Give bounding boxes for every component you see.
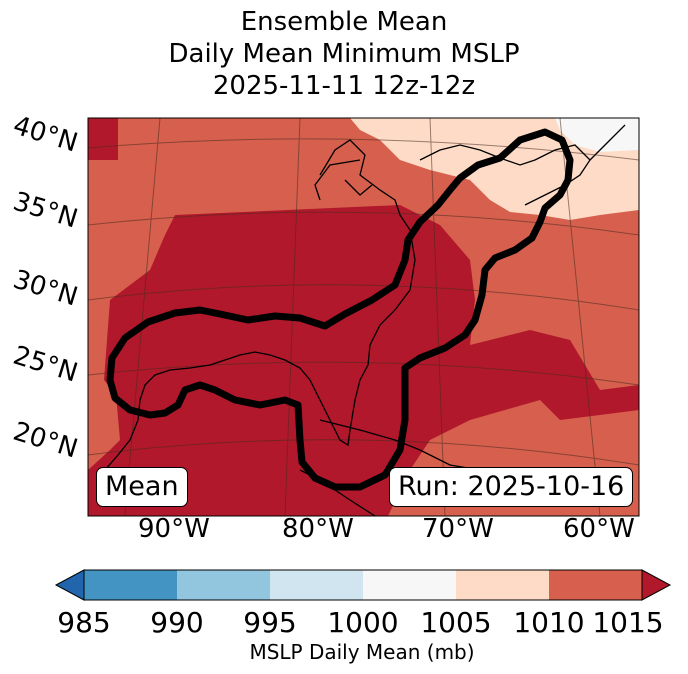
colorbar-bin-985-990	[84, 570, 177, 600]
lon-label-60w: 60°W	[563, 514, 635, 544]
title-line-2: Daily Mean Minimum MSLP	[168, 39, 520, 69]
colorbar-tick-995: 995	[243, 606, 297, 639]
lon-label-70w: 70°W	[422, 514, 494, 544]
lon-label-90w: 90°W	[138, 514, 210, 544]
colorbar-tick-985: 985	[57, 606, 111, 639]
colorbar-bin-1010-1015	[549, 570, 642, 600]
colorbar-bin-1000-1005	[363, 570, 456, 600]
graticule	[87, 117, 640, 517]
mean-box: Mean	[96, 467, 188, 507]
colorbar-tick-1000: 1000	[327, 606, 399, 639]
colorbar-tick-1015: 1015	[592, 606, 664, 639]
colorbar-tick-1005: 1005	[420, 606, 492, 639]
map-panel	[87, 117, 640, 517]
colorbar-extend-below	[54, 569, 85, 601]
lon-label-80w: 80°W	[282, 514, 354, 544]
run-date-box: Run: 2025-10-16	[389, 467, 634, 507]
title-line-3: 2025-11-11 12z-12z	[212, 71, 476, 101]
field-1000-1005	[555, 118, 639, 152]
title-line-1: Ensemble Mean	[240, 7, 448, 37]
track-contour	[106, 128, 574, 491]
colorbar-tick-990: 990	[150, 606, 204, 639]
colorbar-tick-1010: 1010	[513, 606, 585, 639]
colorbar-bin-995-1000	[270, 570, 363, 600]
colorbar-bin-1005-1010	[456, 570, 549, 600]
field-above-1015	[88, 118, 639, 516]
colorbar	[54, 569, 672, 601]
colorbar-extend-above	[641, 569, 672, 601]
colorbar-bin-990-995	[177, 570, 270, 600]
colorbar-label: MSLP Daily Mean (mb)	[249, 640, 475, 664]
